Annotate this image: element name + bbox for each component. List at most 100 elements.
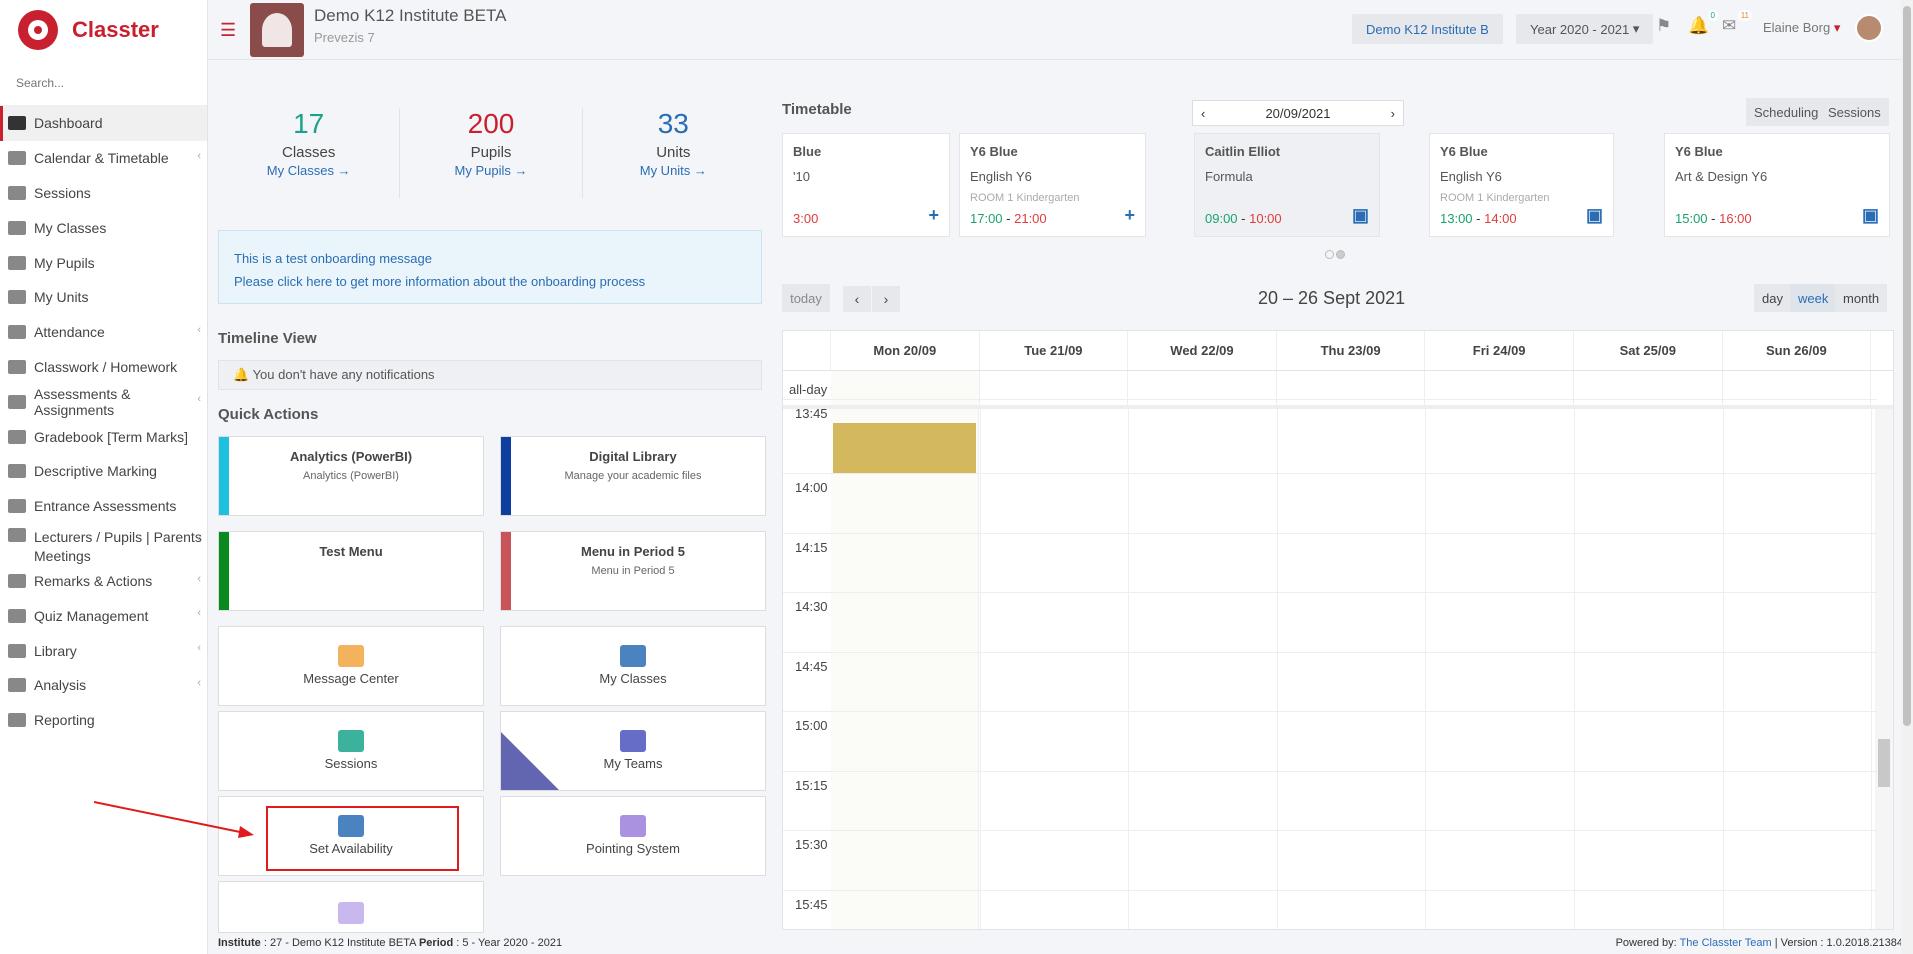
annotation-arrow-icon xyxy=(94,801,254,838)
view-week-button[interactable]: week xyxy=(1790,284,1837,312)
timetable-slot[interactable]: Y6 Blue English Y6 ROOM 1 Kindergarten 1… xyxy=(959,133,1146,237)
all-day-cell[interactable] xyxy=(1277,371,1426,405)
archive-icon xyxy=(338,902,364,924)
session-icon[interactable]: ▣ xyxy=(1585,205,1603,225)
all-day-cell[interactable] xyxy=(980,371,1129,405)
sidebar-item-sessions[interactable]: Sessions xyxy=(0,176,207,211)
all-day-cell[interactable] xyxy=(1574,371,1723,405)
user-name[interactable]: Elaine Borg ▾ xyxy=(1763,20,1841,35)
timetable-slot[interactable]: Caitlin Elliot Formula 09:00 - 10:00 ▣ xyxy=(1194,133,1380,237)
sidebar-item-label: Reporting xyxy=(34,712,95,729)
stat-link[interactable]: My Pupils → xyxy=(454,163,528,178)
prev-week-button[interactable]: ‹ xyxy=(843,286,871,312)
slot-time: 15:00 - 16:00 xyxy=(1675,211,1752,226)
flag-icon[interactable]: ⚑ xyxy=(1656,16,1672,35)
quick-action-tile[interactable]: My Teams xyxy=(500,711,766,791)
sidebar-item-lecturers-pupils-parents-meetings[interactable]: Lecturers / Pupils | Parents Meetings ‹ xyxy=(0,524,207,564)
slot-class: Y6 Blue xyxy=(1440,144,1488,159)
next-week-button[interactable]: › xyxy=(872,286,900,312)
menu-toggle-icon[interactable]: ☰ xyxy=(220,20,237,40)
sidebar-item-my-pupils[interactable]: My Pupils xyxy=(0,245,207,280)
edit-icon xyxy=(8,394,26,409)
sidebar-item-my-classes[interactable]: My Classes xyxy=(0,210,207,245)
day-header: Mon 20/09 xyxy=(831,331,980,370)
app-logo[interactable]: Classter xyxy=(0,0,207,60)
scheduling-button[interactable]: Scheduling xyxy=(1746,98,1827,126)
sessions-button[interactable]: Sessions xyxy=(1820,98,1889,126)
mail-icon[interactable]: ✉ 11 xyxy=(1722,10,1752,36)
chevron-left-icon: ‹ xyxy=(197,532,201,545)
calendar-scrollbar[interactable] xyxy=(1875,409,1893,929)
sidebar-item-remarks-actions[interactable]: Remarks & Actions ‹ xyxy=(0,564,207,599)
tile-label: My Teams xyxy=(603,756,663,771)
calendar-event[interactable] xyxy=(833,423,976,473)
page-scrollbar[interactable] xyxy=(1901,0,1913,954)
sidebar-item-library[interactable]: Library ‹ xyxy=(0,633,207,668)
all-day-cell[interactable] xyxy=(1128,371,1277,405)
institute-switch-button[interactable]: Demo K12 Institute B xyxy=(1352,14,1503,44)
add-icon[interactable]: + xyxy=(928,205,939,225)
time-grid[interactable]: 13:45 14:00 14:15 14:30 14:45 15:00 15:15 15:30… xyxy=(783,399,1893,929)
quick-action-card[interactable]: Digital Library Manage your academic fil… xyxy=(500,436,766,516)
timetable-slot[interactable]: Blue '10 3:00 + xyxy=(782,133,950,237)
classter-team-link[interactable]: The Classter Team xyxy=(1679,937,1772,949)
stat-link[interactable]: My Classes → xyxy=(266,163,351,178)
quick-action-card[interactable]: Analytics (PowerBI) Analytics (PowerBI) xyxy=(218,436,484,516)
monday-column xyxy=(831,409,979,929)
bell-icon[interactable]: 🔔 0 xyxy=(1688,10,1718,36)
notification-box: 🔔 You don't have any notifications xyxy=(218,360,762,390)
quick-action-card[interactable]: Menu in Period 5 Menu in Period 5 xyxy=(500,531,766,611)
all-day-cell[interactable] xyxy=(1723,371,1872,405)
session-icon[interactable]: ▣ xyxy=(1861,205,1879,225)
sidebar-item-calendar-timetable[interactable]: Calendar & Timetable ‹ xyxy=(0,141,207,176)
timetable-slot[interactable]: Y6 Blue Art & Design Y6 15:00 - 16:00 ▣ xyxy=(1664,133,1890,237)
sidebar-item-assessments-assignments[interactable]: Assessments & Assignments ‹ xyxy=(0,384,207,419)
session-icon[interactable]: ▣ xyxy=(1351,205,1369,225)
sidebar-item-reporting[interactable]: Reporting xyxy=(0,703,207,738)
avatar[interactable] xyxy=(1855,14,1883,42)
quick-action-card[interactable]: Test Menu xyxy=(218,531,484,611)
sidebar-item-dashboard[interactable]: Dashboard xyxy=(0,106,207,141)
slot-subject: English Y6 xyxy=(970,169,1032,184)
sidebar-item-entrance-assessments[interactable]: Entrance Assessments xyxy=(0,489,207,524)
prev-date-icon[interactable]: ‹ xyxy=(1201,105,1206,121)
quick-action-tile[interactable]: Message Center xyxy=(218,626,484,706)
footer: Institute : 27 - Demo K12 Institute BETA… xyxy=(208,932,1913,954)
onboarding-link[interactable]: Please click here to get more informatio… xyxy=(234,274,646,289)
stat-link[interactable]: My Units → xyxy=(639,163,707,178)
view-day-button[interactable]: day xyxy=(1754,284,1791,312)
sidebar-item-gradebook-term-marks[interactable]: Gradebook [Term Marks] xyxy=(0,419,207,454)
quick-action-partial-tile[interactable] xyxy=(218,881,484,933)
year-select[interactable]: Year 2020 - 2021 ▾ xyxy=(1516,14,1654,44)
timetable-slot[interactable]: Y6 Blue English Y6 ROOM 1 Kindergarten 1… xyxy=(1429,133,1614,237)
time-label: 14:00 xyxy=(795,480,828,495)
version-text: | Version : 1.0.2018.21384 xyxy=(1774,937,1903,949)
sidebar-item-my-units[interactable]: My Units xyxy=(0,280,207,315)
next-date-icon[interactable]: › xyxy=(1390,105,1395,121)
sidebar-search-input[interactable] xyxy=(16,75,186,90)
card-title: Digital Library xyxy=(589,449,677,464)
quick-action-tile[interactable]: Set Availability xyxy=(218,796,484,876)
user-name-text: Elaine Borg xyxy=(1763,20,1831,35)
sidebar-item-label: Dashboard xyxy=(34,115,103,132)
quick-action-tile[interactable]: Pointing System xyxy=(500,796,766,876)
carousel-dots[interactable] xyxy=(1325,247,1347,262)
sidebar-item-descriptive-marking[interactable]: Descriptive Marking xyxy=(0,454,207,489)
sidebar-item-quiz-management[interactable]: Quiz Management ‹ xyxy=(0,598,207,633)
stat-value: 33 xyxy=(657,108,689,139)
all-day-cell[interactable] xyxy=(1425,371,1574,405)
sidebar-item-attendance[interactable]: Attendance ‹ xyxy=(0,315,207,350)
slot-end: 14:00 xyxy=(1484,211,1517,226)
quick-action-tile[interactable]: Sessions xyxy=(218,711,484,791)
year-select-value: Year 2020 - 2021 xyxy=(1530,21,1630,37)
view-month-button[interactable]: month xyxy=(1835,284,1888,312)
today-button[interactable]: today xyxy=(782,284,830,312)
sidebar-item-analysis[interactable]: Analysis ‹ xyxy=(0,668,207,703)
tile-label: Set Availability xyxy=(309,841,393,856)
top-header: ☰ Demo K12 Institute BETA Prevezis 7 Dem… xyxy=(208,0,1913,60)
onboarding-message[interactable]: This is a test onboarding message Please… xyxy=(218,230,762,304)
sidebar-item-label: Lecturers / Pupils | Parents Meetings xyxy=(34,528,202,564)
sidebar-item-classwork-homework[interactable]: Classwork / Homework xyxy=(0,350,207,385)
quick-action-tile[interactable]: My Classes xyxy=(500,626,766,706)
add-icon[interactable]: + xyxy=(1124,205,1135,225)
